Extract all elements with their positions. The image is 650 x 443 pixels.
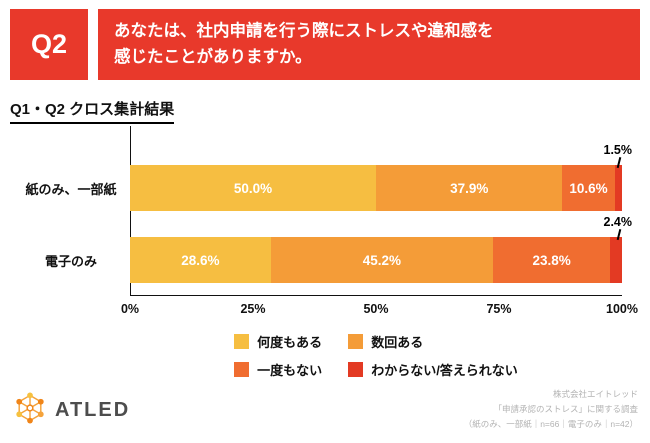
category-label: 紙のみ、一部紙 (25, 181, 117, 197)
brand-logo: ATLED (12, 389, 130, 432)
stacked-bar-chart: 紙のみ、一部紙 50.0% 37.9% 10.6% 1.5% 電子のみ 28.6% 45.2%… (12, 126, 638, 320)
value-label: 37.9% (450, 180, 489, 196)
value-label: 10.6% (569, 180, 608, 196)
value-label: 45.2% (362, 252, 402, 268)
legend-item: 一度もない (234, 360, 322, 379)
chart-rows: 紙のみ、一部紙 50.0% 37.9% 10.6% 1.5% 電子のみ 28.6% 45.2%… (12, 126, 632, 297)
value-label: 50.0% (233, 180, 273, 196)
bar-segment: 45.2% (270, 237, 494, 284)
x-axis: 0% 25% 50% 75% 100% (121, 296, 638, 320)
bar-segment: 37.9% (376, 165, 563, 212)
section-title: Q1・Q2 クロス集計結果 (10, 98, 175, 125)
legend-item: 数回ある (348, 332, 518, 351)
question-number-badge: Q2 (10, 9, 88, 81)
chart-row: 紙のみ、一部紙 50.0% 37.9% 10.6% 1.5% (12, 143, 632, 224)
legend-label: 何度もある (257, 335, 323, 351)
axis-tick: 75% (486, 302, 512, 317)
legend-label: わからない/答えられない (371, 363, 518, 379)
bar-segment: 28.6% (130, 237, 271, 284)
bar-segment: 23.8% (493, 237, 611, 284)
bar-track: 50.0% 37.9% 10.6% 1.5% (130, 143, 632, 212)
category-label: 電子のみ (44, 253, 97, 269)
question-banner: あなたは、社内申請を行う際にストレスや違和感を 感じたことがありますか。 (98, 9, 640, 81)
legend-label: 一度もない (257, 363, 323, 379)
value-label: 23.8% (532, 252, 571, 268)
bar-track: 28.6% 45.2% 23.8% 2.4% (130, 215, 632, 284)
bar-segment: 10.6% (562, 165, 615, 212)
axis-tick: 100% (606, 302, 638, 317)
question-text-line2: 感じたことがありますか。 (114, 47, 312, 66)
value-label: 1.5% (603, 143, 633, 158)
bar-segment (614, 165, 622, 212)
survey-credits: 株式会社エイトレッド「申請承認のストレス」に関する調査 （紙のみ、一部紙｜n=66… (464, 387, 638, 432)
legend-swatch (234, 334, 250, 350)
chart-row: 電子のみ 28.6% 45.2% 23.8% 2.4% (12, 215, 632, 296)
axis-tick: 25% (240, 302, 266, 317)
credit-line: 「申請承認のストレス」に関する調査 (493, 404, 638, 414)
question-header: Q2 あなたは、社内申請を行う際にストレスや違和感を 感じたことがありますか。 (10, 9, 640, 81)
atled-logo-icon (12, 389, 48, 432)
legend-swatch (348, 334, 364, 350)
chart-legend: 何度もある 数回ある一度もない わからない/答えられない (130, 332, 622, 379)
value-label: 28.6% (181, 252, 220, 268)
brand-name: ATLED (55, 398, 131, 421)
legend-item: わからない/答えられない (348, 360, 518, 379)
axis-tick: 50% (363, 302, 389, 317)
bar-segment: 50.0% (130, 165, 376, 212)
question-text-line1: あなたは、社内申請を行う際にストレスや違和感を (114, 22, 494, 40)
question-number: Q2 (30, 29, 68, 60)
credit-line: 株式会社エイトレッド (552, 389, 638, 400)
credit-line: （紙のみ、一部紙｜n=66｜電子のみ｜n=42） (463, 418, 638, 429)
value-label: 2.4% (603, 215, 633, 230)
legend-item: 何度もある (234, 332, 322, 351)
bar-segment (610, 237, 622, 284)
axis-tick: 0% (120, 302, 140, 317)
legend-swatch (234, 362, 250, 378)
callout-label: 1.5% (603, 141, 633, 169)
legend-swatch (348, 362, 364, 378)
footer: ATLED 株式会社エイトレッド「申請承認のストレス」に関する調査 （紙のみ、一部… (12, 387, 638, 432)
callout-label: 2.4% (603, 213, 633, 241)
legend-label: 数回ある (371, 335, 424, 351)
